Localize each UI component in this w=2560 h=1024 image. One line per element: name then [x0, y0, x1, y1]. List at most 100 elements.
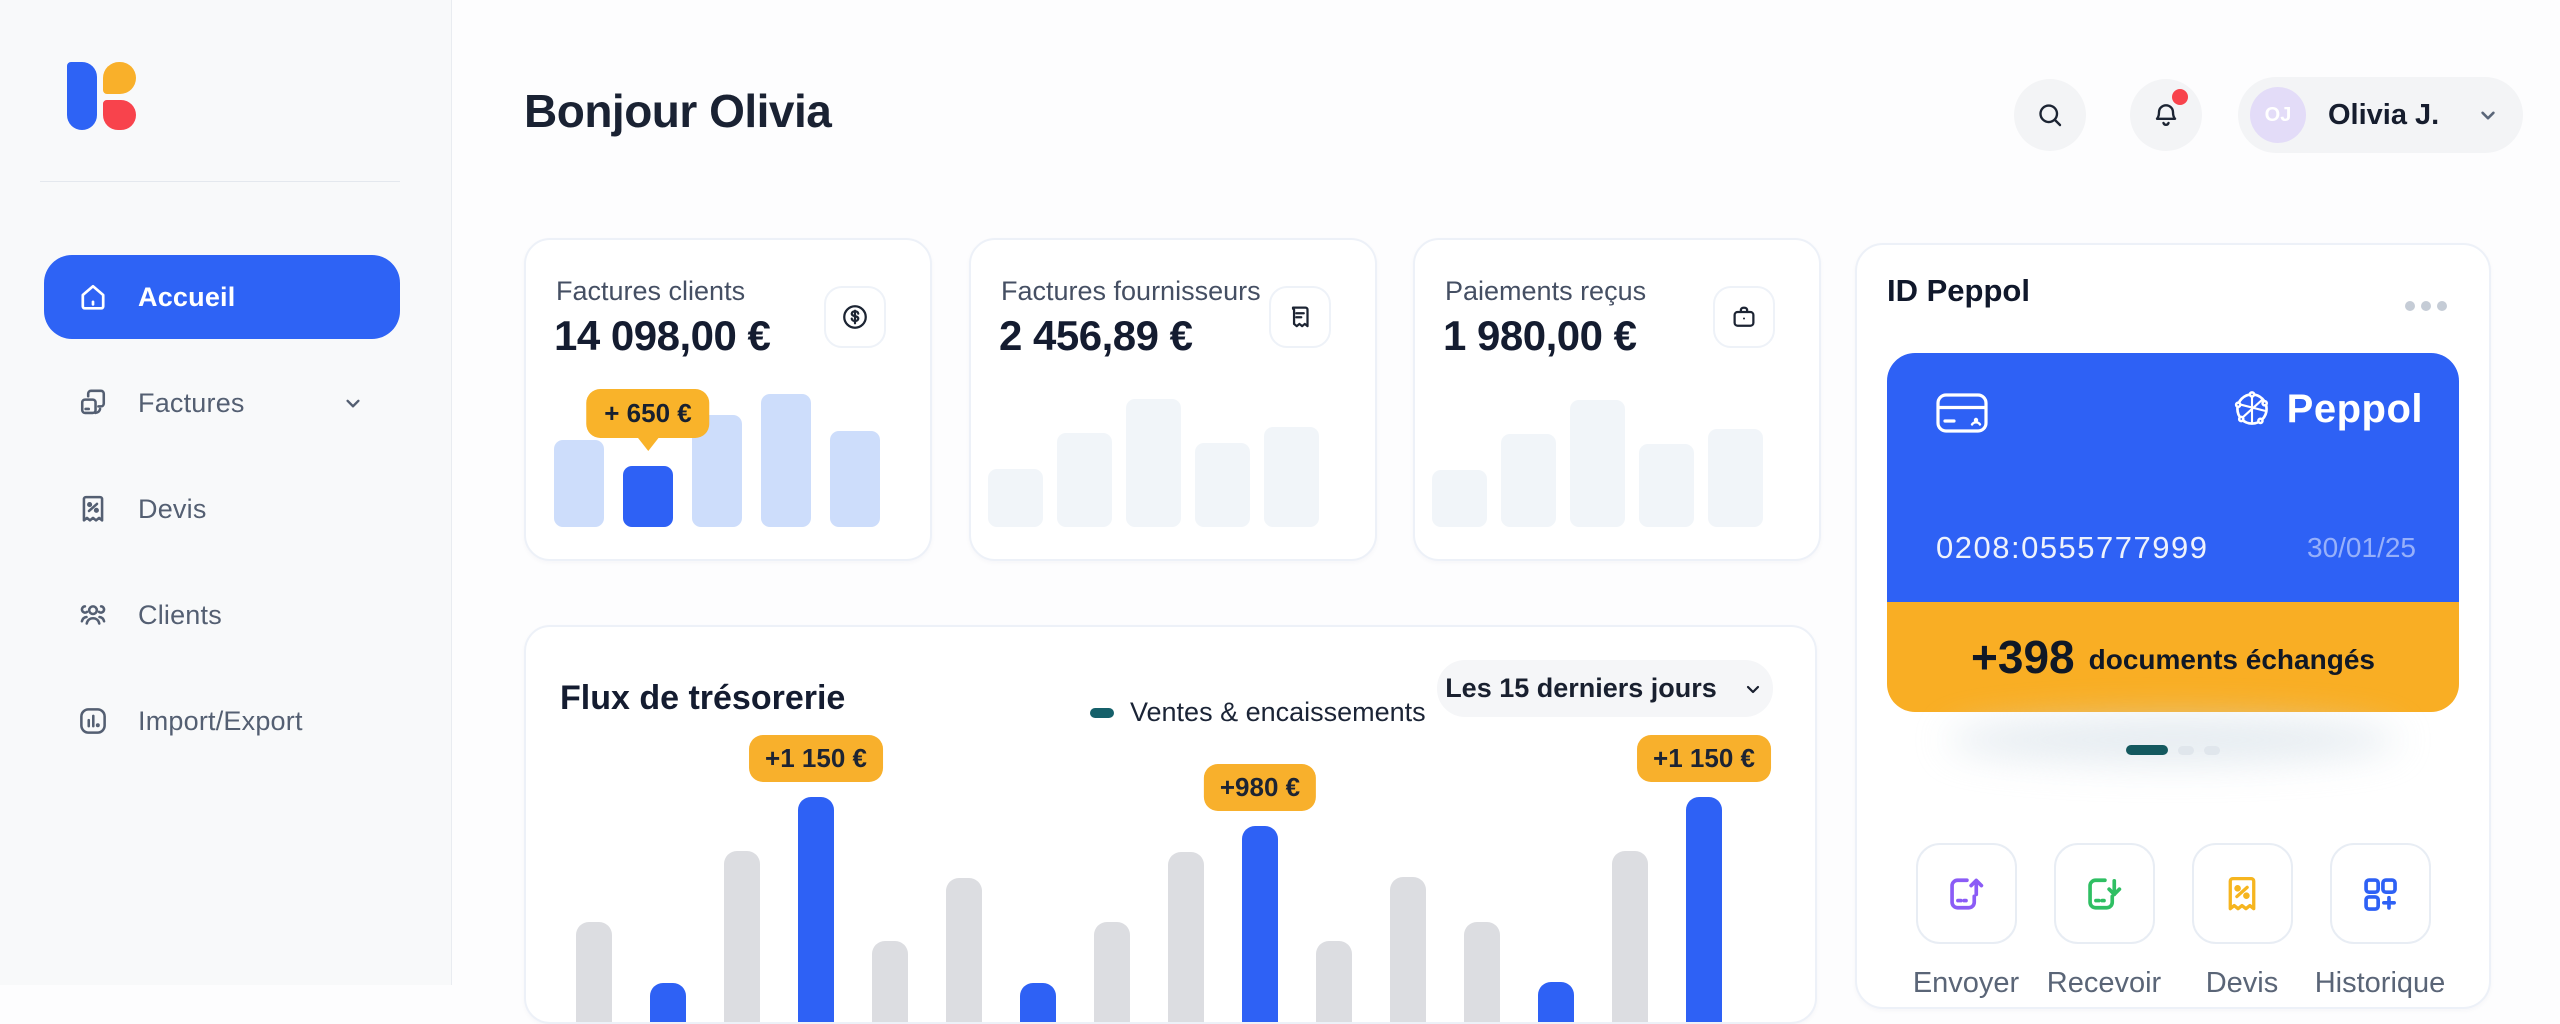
chart-bar-slot: +1 150 €: [749, 735, 883, 1022]
sidebar-item-import-export[interactable]: Import/Export: [44, 679, 400, 763]
mini-bar: [1126, 399, 1181, 527]
search-icon: [2035, 100, 2065, 130]
chart-bar-slot: +1 150 €: [1637, 735, 1771, 1022]
chart-bar-blue: [1686, 797, 1722, 1022]
card-factures-fournisseurs: Factures fournisseurs 2 456,89 €: [969, 238, 1377, 561]
carousel-dot[interactable]: [2178, 745, 2194, 755]
chart-bar-blue: [650, 983, 686, 1022]
chart-bar-gray: [946, 878, 982, 1022]
card-paiements-recus: Paiements reçus 1 980,00 €: [1413, 238, 1821, 561]
value-badge: +980 €: [1203, 764, 1317, 811]
sidebar-item-label: Clients: [138, 599, 222, 630]
mini-bar: + 650 €: [586, 389, 710, 527]
peppol-card-top: Peppol 0208:0555777999 30/01/25: [1887, 353, 2459, 602]
peppol-id-card[interactable]: Peppol 0208:0555777999 30/01/25 +398 doc…: [1887, 353, 2459, 712]
legend-color-chip: [1090, 707, 1114, 718]
clients-icon: [76, 598, 110, 632]
date-range-label: Les 15 derniers jours: [1445, 673, 1717, 703]
credit-card-icon: [1936, 393, 1988, 438]
chart-bar-slot: [872, 737, 908, 1022]
action-envoyer[interactable]: Envoyer: [1913, 843, 2019, 1000]
chart-bar-slot: +980 €: [1203, 737, 1317, 1022]
chart-bar-slot: [1020, 737, 1056, 1022]
mini-bar-chart: [1432, 400, 1763, 527]
search-button[interactable]: [2014, 79, 2086, 151]
mini-bar: [1570, 400, 1625, 527]
mini-bar: [988, 469, 1043, 527]
action-devis[interactable]: Devis: [2191, 843, 2293, 1000]
briefcase-icon: [1713, 286, 1775, 348]
logo-petal-red: [103, 100, 136, 130]
chart-bar-gray: [1390, 877, 1426, 1022]
chart-bar-gray: [576, 922, 612, 1022]
action-recevoir[interactable]: Recevoir: [2047, 843, 2161, 1000]
mini-bar: [1639, 444, 1694, 527]
card-title: Factures clients: [556, 276, 746, 306]
mini-bar: [761, 394, 811, 527]
legend-label: Ventes & encaissements: [1130, 697, 1426, 727]
sidebar-menu: Accueil Factures Devis Clients Import/Export: [44, 255, 400, 785]
sidebar-item-factures[interactable]: Factures: [44, 361, 400, 445]
action-button[interactable]: [2053, 843, 2155, 944]
action-button[interactable]: [1915, 843, 2017, 944]
action-label: Devis: [2205, 967, 2279, 999]
invoices-icon: [76, 386, 110, 420]
home-icon: [76, 280, 110, 314]
dashboard-screen: Accueil Factures Devis Clients Import/Export…: [0, 0, 2560, 985]
chart-bar-slot: [1538, 737, 1574, 1022]
chart-bar-gray: [1168, 852, 1204, 1022]
profile-menu[interactable]: OJ Olivia J.: [2238, 77, 2523, 153]
panel-title: ID Peppol: [1887, 273, 2030, 308]
action-button[interactable]: [2191, 843, 2293, 944]
sidebar-item-label: Import/Export: [138, 705, 303, 736]
peppol-id-number: 0208:0555777999: [1936, 530, 2209, 565]
chart-legend: Ventes & encaissements: [1090, 697, 1426, 728]
carousel-dot[interactable]: [2204, 745, 2220, 755]
action-label: Historique: [2314, 967, 2446, 999]
sidebar-item-accueil[interactable]: Accueil: [44, 255, 400, 339]
chevron-down-icon: [2475, 102, 2501, 128]
more-options-icon[interactable]: [2405, 301, 2447, 311]
chart-bar-gray: [1316, 941, 1352, 1022]
value-badge: + 650 €: [586, 389, 710, 438]
sidebar-item-clients[interactable]: Clients: [44, 573, 400, 657]
peppol-card-date: 30/01/25: [2307, 532, 2416, 563]
logo-petal-blue: [67, 62, 97, 130]
sidebar-item-devis[interactable]: Devis: [44, 467, 400, 551]
date-range-dropdown[interactable]: Les 15 derniers jours: [1437, 660, 1773, 717]
user-name: Olivia J.: [2328, 98, 2440, 131]
chart-bar-gray: [872, 941, 908, 1022]
action-historique[interactable]: Historique: [2315, 843, 2445, 1000]
chart-bar-blue: [1242, 826, 1278, 1022]
page-title: Bonjour Olivia: [524, 85, 832, 137]
chart-bar-slot: [1094, 737, 1130, 1022]
chart-bar-blue: [1020, 983, 1056, 1022]
action-button[interactable]: [2329, 843, 2431, 944]
carousel-dot-active[interactable]: [2126, 745, 2168, 755]
card-factures-clients: Factures clients 14 098,00 € + 650 €: [524, 238, 932, 561]
carousel-dots[interactable]: [1857, 745, 2489, 755]
mini-bar: [554, 440, 604, 527]
quote-icon: [76, 492, 110, 526]
receipt-icon: [1269, 286, 1331, 348]
chevron-down-icon: [340, 390, 366, 416]
mini-bar: [1501, 434, 1556, 527]
sidebar-item-label: Factures: [138, 387, 245, 418]
card-amount: 14 098,00 €: [554, 312, 771, 359]
chart-bar-slot: [650, 737, 686, 1022]
send-doc-icon: [1944, 872, 1988, 916]
chart-bar-gray: [724, 851, 760, 1022]
notifications-button[interactable]: [2130, 79, 2202, 151]
logo-petal-orange: [103, 62, 136, 94]
card-shadow: [1947, 717, 2399, 763]
chevron-down-icon: [1729, 677, 1765, 701]
mini-bar: [1432, 470, 1487, 527]
bell-icon: [2151, 100, 2181, 130]
documents-label: documents échangés: [2088, 644, 2375, 675]
action-label: Recevoir: [2046, 967, 2162, 999]
chart-title: Flux de trésorerie: [560, 679, 846, 717]
chart-bar-gray: [1094, 922, 1130, 1022]
chart-bar-slot: [1316, 737, 1352, 1022]
sidebar-item-label: Accueil: [138, 281, 236, 312]
mini-bar: [1264, 427, 1319, 527]
